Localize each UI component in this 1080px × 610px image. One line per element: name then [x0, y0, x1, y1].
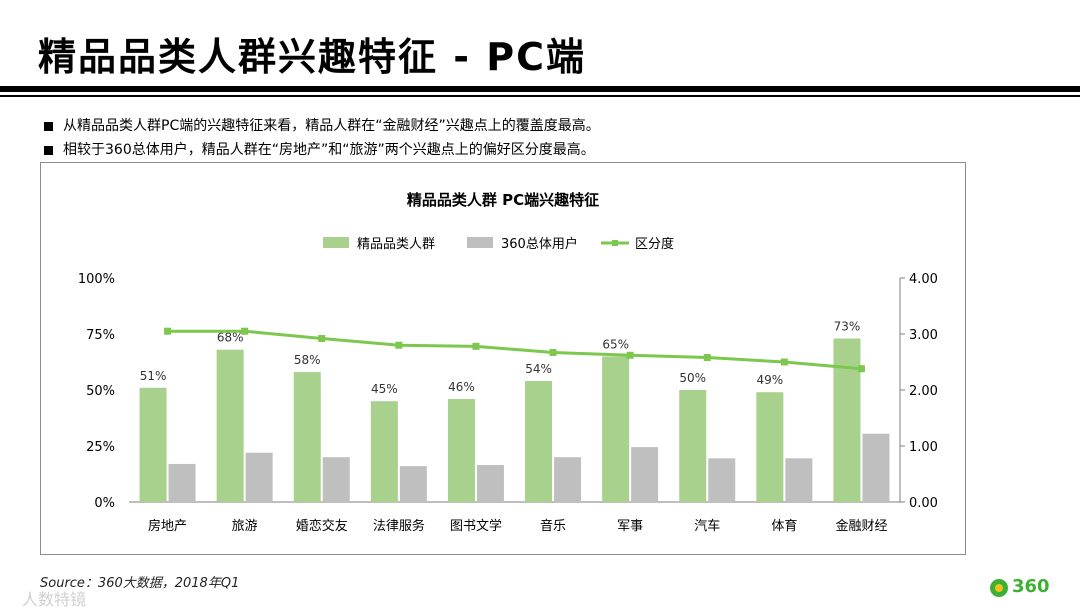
bullet-square-icon: [44, 121, 53, 131]
bar-data-label: 46%: [448, 380, 475, 394]
y-left-tick-label: 0%: [94, 496, 115, 511]
bar-jingpin: [679, 390, 707, 502]
line-point: [318, 334, 326, 342]
bar-jingpin: [833, 338, 861, 502]
logo-circle-icon: [990, 579, 1008, 597]
bullet-square-icon: [44, 145, 53, 155]
legend-swatch: [467, 237, 493, 248]
line-point: [164, 327, 172, 335]
title-rule-thin: [0, 95, 1080, 97]
title-rule-thick: [0, 86, 1080, 92]
bar-data-label: 50%: [679, 371, 706, 385]
bar-360-overall: [168, 463, 196, 502]
y-right-tick-label: 2.00: [909, 384, 938, 399]
legend-marker: [612, 240, 618, 246]
bar-jingpin: [370, 401, 398, 502]
bar-jingpin: [447, 398, 475, 502]
watermark-text: 人数特镜: [22, 590, 87, 609]
line-point: [703, 354, 711, 362]
bar-360-overall: [785, 458, 813, 502]
bullet-text: 相较于360总体用户，精品人群在“房地产”和“旅游”两个兴趣点上的偏好区分度最高…: [63, 142, 595, 158]
bar-data-label: 65%: [602, 337, 629, 351]
bar-360-overall: [631, 447, 659, 502]
x-tick-label: 军事: [617, 519, 643, 534]
bar-jingpin: [293, 372, 321, 502]
bar-data-label: 54%: [525, 362, 552, 376]
bullet-item: 从精品品类人群PC端的兴趣特征来看，精品人群在“金融财经”兴趣点上的覆盖度最高。: [44, 114, 600, 138]
x-tick-label: 房地产: [148, 518, 187, 534]
y-left-tick-label: 25%: [86, 440, 115, 455]
distinction-line: [167, 329, 862, 371]
bar-jingpin: [602, 356, 630, 502]
bullet-list: 从精品品类人群PC端的兴趣特征来看，精品人群在“金融财经”兴趣点上的覆盖度最高。…: [44, 114, 600, 162]
x-tick-label: 体育: [771, 518, 797, 534]
y-right-tick-label: 3.00: [909, 328, 938, 343]
y-left-tick-label: 50%: [86, 384, 115, 399]
y-right-tick-label: 1.00: [909, 440, 938, 455]
y-left-tick-label: 100%: [78, 272, 115, 287]
bar-jingpin: [525, 381, 553, 502]
bar-jingpin: [139, 387, 167, 502]
bar-360-overall: [862, 433, 890, 502]
y-right-tick-label: 4.00: [909, 272, 938, 287]
legend-label: 精品品类人群: [357, 237, 435, 252]
line-point: [472, 342, 480, 350]
x-tick-label: 旅游: [232, 519, 258, 534]
logo: 360: [990, 576, 1070, 600]
bar-360-overall: [476, 465, 504, 502]
x-tick-label: 图书文学: [450, 518, 502, 534]
source-note: Source：360大数据，2018年Q1: [40, 576, 240, 591]
bar-data-label: 58%: [294, 353, 321, 367]
bar-360-overall: [708, 458, 736, 502]
x-tick-label: 音乐: [540, 518, 566, 534]
line-point: [857, 365, 865, 373]
x-tick-label: 汽车: [694, 518, 720, 534]
bullet-text: 从精品品类人群PC端的兴趣特征来看，精品人群在“金融财经”兴趣点上的覆盖度最高。: [63, 118, 600, 134]
bar-360-overall: [322, 457, 350, 502]
slide-title: 精品品类人群兴趣特征 - PC端: [38, 35, 586, 79]
chart-title: 精品品类人群 PC端兴趣特征: [407, 191, 599, 209]
bar-data-label: 45%: [371, 382, 398, 396]
y-right-tick-label: 0.00: [909, 496, 938, 511]
legend-label: 区分度: [635, 236, 674, 252]
line-point: [549, 348, 557, 356]
x-tick-label: 法律服务: [373, 518, 425, 534]
bar-data-label: 73%: [834, 319, 861, 333]
x-tick-label: 婚恋交友: [296, 518, 348, 534]
bar-360-overall: [399, 466, 427, 502]
bar-data-label: 49%: [757, 373, 784, 387]
line-point: [780, 358, 788, 366]
line-point: [626, 351, 634, 359]
bar-jingpin: [216, 349, 244, 502]
x-tick-label: 金融财经: [835, 518, 887, 534]
logo-text: 360: [1012, 576, 1050, 597]
bar-jingpin: [756, 392, 784, 502]
line-point: [395, 341, 403, 349]
legend-label: 360总体用户: [501, 236, 578, 252]
bar-data-label: 68%: [217, 331, 244, 345]
bar-360-overall: [554, 457, 582, 502]
bar-360-overall: [245, 452, 273, 502]
chart-frame: 精品品类人群 PC端兴趣特征精品品类人群 360总体用户 区分度 100% 75% 50%…: [40, 162, 966, 555]
legend-swatch: [323, 237, 349, 248]
bullet-item: 相较于360总体用户，精品人群在“房地产”和“旅游”两个兴趣点上的偏好区分度最高…: [44, 138, 600, 162]
y-left-tick-label: 75%: [86, 328, 115, 343]
bar-data-label: 51%: [140, 369, 167, 383]
line-point: [241, 327, 249, 335]
